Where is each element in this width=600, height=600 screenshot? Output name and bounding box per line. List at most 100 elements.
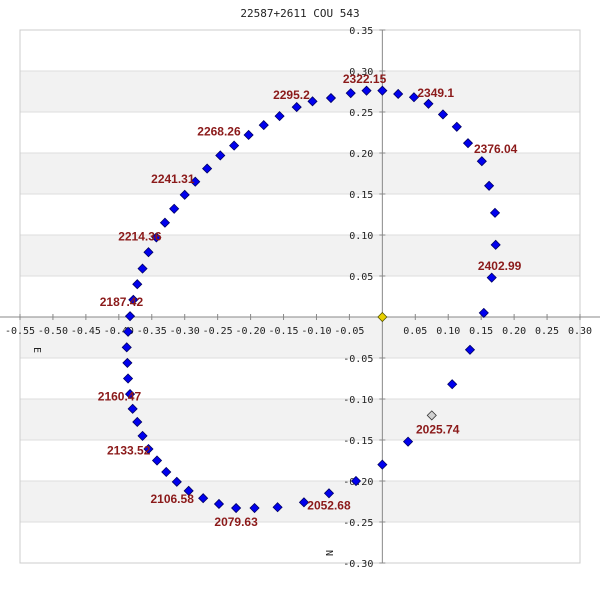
x-tick-label: 0.30: [568, 326, 592, 337]
epoch-label: 2187.42: [100, 295, 144, 309]
epoch-label: 2268.26: [197, 125, 241, 139]
x-tick-label: -0.45: [71, 326, 101, 337]
orbit-point: [121, 342, 132, 353]
orbit-point: [151, 232, 162, 243]
orbit-point: [437, 109, 449, 120]
orbit-point: [408, 92, 420, 103]
orbit-point: [323, 488, 335, 499]
orbit-point: [179, 189, 190, 200]
epoch-label: 2376.04: [474, 142, 518, 156]
x-tick-label: 0.10: [436, 326, 460, 337]
epoch-label: 2025.74: [416, 422, 460, 436]
east-axis-label: E: [31, 347, 42, 353]
primary-star: [377, 311, 388, 323]
orbit-point: [447, 379, 458, 390]
special-markers: [377, 311, 437, 421]
orbit-point: [489, 207, 501, 218]
orbit-point: [484, 180, 495, 191]
orbit-point: [122, 373, 134, 384]
orbit-point: [462, 138, 474, 149]
x-tick-label: -0.35: [137, 326, 167, 337]
x-tick-label: -0.25: [203, 326, 233, 337]
y-tick-label: 0.15: [349, 190, 373, 201]
orbit-point: [137, 430, 148, 441]
x-tick-label: -0.10: [301, 326, 331, 337]
x-tick-label: -0.50: [38, 326, 68, 337]
band: [20, 71, 580, 112]
orbit-point: [325, 92, 337, 104]
orbit-points: [121, 85, 501, 514]
x-tick-labels: -0.55 -0.50 -0.45 -0.40 -0.35 -0.30 -0.25 -0.20…: [5, 314, 592, 337]
x-tick-label: -0.20: [236, 326, 266, 337]
y-tick-label: 0.05: [349, 272, 373, 283]
orbit-point: [198, 493, 209, 504]
orbit-point: [361, 85, 372, 96]
orbit-point: [202, 163, 213, 174]
orbit-point: [213, 498, 225, 510]
orbit-point: [291, 102, 302, 113]
y-tick-label: 0.20: [349, 149, 373, 160]
orbit-point: [423, 98, 434, 109]
y-tick-label: -0.30: [343, 559, 373, 570]
orbit-point: [128, 294, 139, 305]
x-tick-label: -0.55: [5, 326, 35, 337]
axes: [0, 30, 600, 563]
orbit-point: [151, 455, 163, 466]
epoch-label: 2214.36: [118, 230, 162, 244]
y-tick-label: 0.10: [349, 231, 373, 242]
y-tick-label: 0.35: [349, 26, 373, 37]
x-tick-label: -0.15: [268, 326, 298, 337]
epoch-label: 2241.31: [151, 172, 195, 186]
band: [20, 235, 580, 276]
x-tick-label: -0.30: [170, 326, 200, 337]
orbit-point: [161, 466, 172, 478]
orbit-point: [345, 88, 356, 99]
chart-title: 22587+2611 COU 543: [240, 7, 359, 20]
epoch-label: 2322.15: [343, 72, 387, 86]
orbit-point: [229, 140, 240, 151]
plot-frame: [19, 29, 581, 564]
orbit-point: [451, 121, 462, 132]
orbit-point: [377, 85, 388, 96]
x-tick-label: 0.20: [502, 326, 526, 337]
orbit-point: [243, 129, 254, 141]
orbit-point: [183, 485, 194, 496]
orbit-point: [231, 502, 242, 514]
orbit-point: [124, 389, 136, 400]
x-tick-label: -0.40: [104, 326, 134, 337]
epoch-label: 2349.1: [417, 86, 454, 100]
y-tick-label: -0.10: [343, 395, 373, 406]
orbit-point: [490, 239, 501, 250]
epoch-label: 2160.47: [98, 390, 142, 404]
orbit-point: [476, 156, 487, 167]
band: [20, 399, 580, 440]
orbit-point: [169, 203, 180, 214]
orbit-point: [122, 326, 134, 337]
epoch-label: 2402.99: [478, 259, 522, 273]
north-axis-label: N: [325, 550, 336, 556]
orbit-point: [298, 497, 310, 508]
orbit-point: [350, 475, 362, 487]
orbit-point: [393, 88, 404, 100]
band: [20, 317, 580, 358]
orbit-point: [122, 357, 133, 368]
orbit-point: [143, 247, 154, 258]
epoch-label: 2133.52: [107, 444, 151, 458]
observed-point: [426, 410, 437, 421]
orbit-point: [402, 436, 414, 447]
x-tick-label: 0.05: [403, 326, 427, 337]
orbit-point: [132, 416, 143, 428]
y-tick-label: -0.15: [343, 436, 373, 447]
y-tick-label: -0.25: [343, 518, 373, 529]
orbit-point: [159, 217, 171, 228]
orbit-point: [486, 272, 497, 283]
epoch-label: 2295.2: [273, 88, 310, 102]
x-tick-label: 0.15: [469, 326, 493, 337]
orbit-point: [143, 443, 154, 455]
band: [20, 153, 580, 194]
y-tick-label: -0.05: [343, 354, 373, 365]
epoch-label: 2106.58: [150, 492, 194, 506]
orbit-point: [258, 120, 269, 131]
orbit-point: [478, 307, 489, 318]
